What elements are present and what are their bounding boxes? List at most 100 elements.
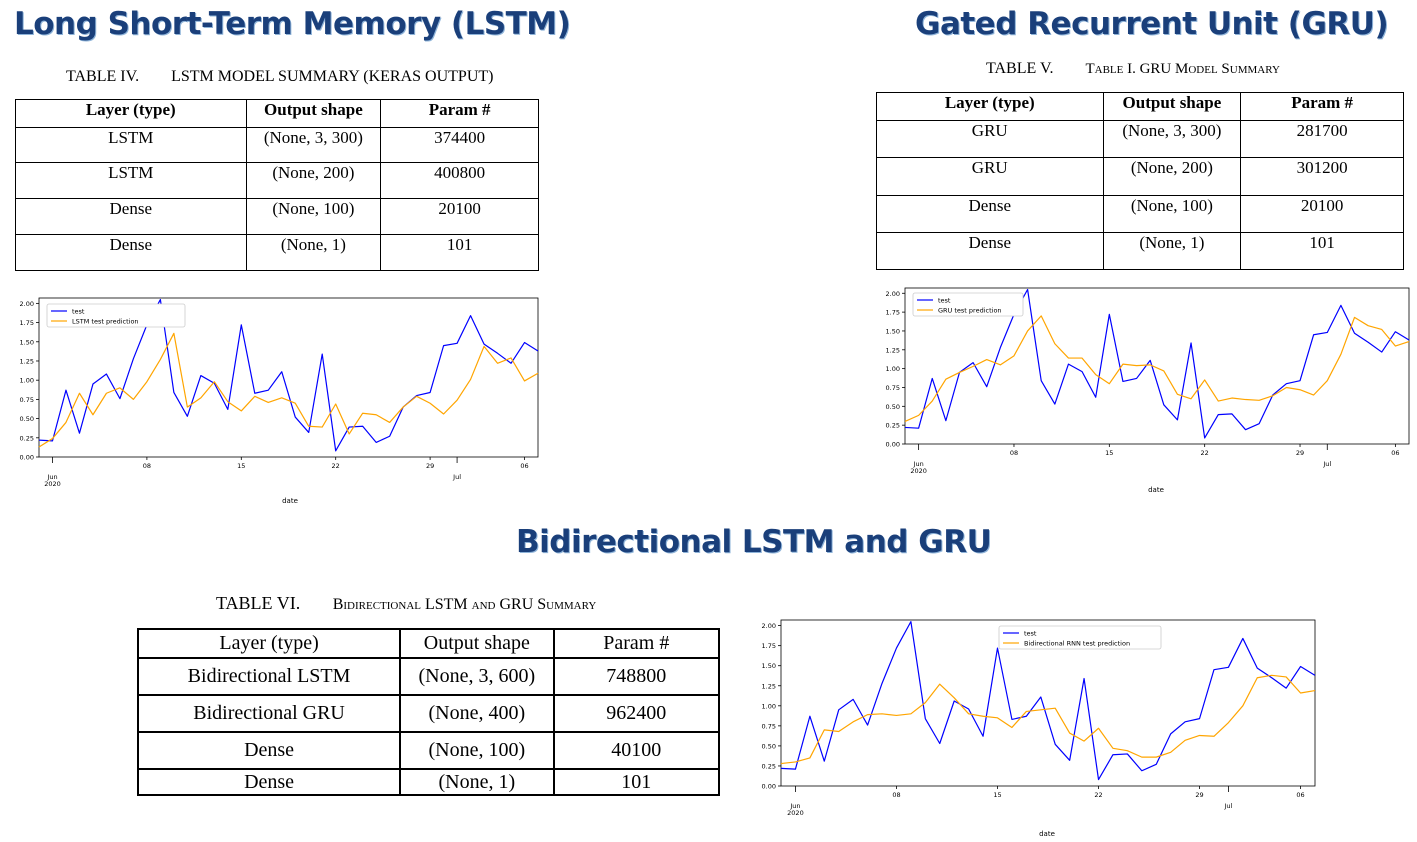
x-tick-label: 22 [1094, 791, 1102, 799]
cell-layer: Dense [136, 768, 402, 796]
legend-box [46, 303, 186, 328]
table-row: GRU (None, 200) 301200 [876, 157, 1404, 196]
table-row: Dense (None, 1) 101 [876, 232, 1404, 270]
caption-text: Bidirectional LSTM and GRU Summary [332, 596, 597, 613]
x-tick-label: 06 [520, 462, 528, 470]
y-tick-label: 0.00 [762, 783, 776, 791]
series-line [780, 674, 1316, 765]
x-tick-label: 29 [1195, 791, 1203, 799]
table-header-row: Layer (type) Output shape Param # [15, 99, 539, 128]
caption-number: TABLE V. [986, 60, 1054, 77]
y-tick-label: 1.50 [886, 327, 900, 335]
cell-layer: GRU [876, 157, 1104, 196]
cell-output: (None, 1) [245, 234, 382, 271]
cell-output: (None, 100) [1102, 195, 1242, 233]
y-tick-label: 2.00 [886, 290, 900, 298]
cell-output: (None, 100) [245, 198, 382, 235]
gru-table-caption: TABLE V. Table I. GRU Model Summary [986, 60, 1280, 78]
y-tick-label: 0.00 [886, 441, 900, 449]
table-header-row: Layer (type) Output shape Param # [136, 628, 721, 659]
header-output: Output shape [245, 99, 382, 128]
cell-output: (None, 3, 600) [399, 657, 555, 696]
header-layer: Layer (type) [15, 99, 247, 128]
chart-legend: test LSTM test prediction [46, 303, 186, 328]
cell-param: 301200 [1240, 157, 1404, 196]
bidirectional-table-caption: TABLE VI. Bidirectional LSTM and GRU Sum… [216, 593, 596, 614]
y-tick-label: 2.00 [762, 622, 776, 630]
x-tick-label: 08 [143, 462, 151, 470]
series-line [38, 298, 539, 452]
x-axis-label: date [1148, 486, 1164, 494]
x-tick-label: 29 [1296, 449, 1304, 457]
cell-layer: LSTM [15, 127, 247, 163]
caption-number: TABLE VI. [216, 593, 301, 613]
cell-param: 101 [1240, 232, 1404, 270]
x-secondary-label: Jun [913, 460, 924, 468]
cell-param: 748800 [552, 657, 721, 696]
y-tick-label: 0.50 [886, 403, 900, 411]
cell-param: 400800 [380, 162, 539, 199]
header-param: Param # [1240, 92, 1404, 121]
header-param: Param # [380, 99, 539, 128]
legend-label: test [1024, 630, 1037, 638]
y-tick-label: 1.75 [886, 309, 900, 317]
series-line [780, 621, 1316, 781]
legend-label: Bidirectional RNN test prediction [1024, 640, 1130, 648]
table-row: Dense (None, 100) 20100 [15, 198, 539, 235]
x-secondary-label: 2020 [910, 467, 927, 475]
series-line [38, 332, 539, 448]
x-tick-label: 08 [892, 791, 900, 799]
legend-label: LSTM test prediction [72, 318, 139, 326]
legend-box [998, 625, 1162, 650]
bidirectional-section-title: Bidirectional LSTM and GRU [516, 524, 992, 560]
cell-param: 101 [552, 768, 721, 796]
gru-section-title: Gated Recurrent Unit (GRU) [915, 6, 1389, 42]
x-secondary-label: Jun [46, 473, 57, 481]
x-tick-label: 15 [993, 791, 1001, 799]
x-tick-label: 15 [237, 462, 245, 470]
cell-layer: Bidirectional LSTM [136, 657, 402, 696]
cell-param: 20100 [1240, 195, 1404, 233]
y-tick-label: 1.00 [886, 365, 900, 373]
x-secondary-label: 2020 [787, 809, 804, 817]
cell-layer: Dense [876, 195, 1104, 233]
y-tick-label: 0.25 [762, 762, 776, 770]
cell-param: 40100 [552, 731, 721, 770]
table-row: Bidirectional GRU (None, 400) 962400 [136, 694, 721, 733]
table-row: GRU (None, 3, 300) 281700 [876, 120, 1404, 158]
header-output: Output shape [399, 628, 555, 659]
bidirectional-summary-table: Layer (type) Output shape Param # Bidire… [136, 628, 721, 796]
y-tick-label: 1.75 [20, 319, 34, 327]
header-param: Param # [552, 628, 721, 659]
cell-param: 962400 [552, 694, 721, 733]
x-tick-label: 29 [426, 462, 434, 470]
x-secondary-label: 2020 [44, 480, 61, 488]
y-tick-label: 0.75 [762, 722, 776, 730]
x-axis-label: date [282, 497, 298, 505]
legend-label: test [72, 308, 85, 316]
legend-label: test [938, 297, 951, 305]
chart-legend: test Bidirectional RNN test prediction [998, 625, 1162, 650]
cell-layer: Dense [15, 198, 247, 235]
header-output: Output shape [1102, 92, 1242, 121]
cell-param: 281700 [1240, 120, 1404, 158]
legend-label: GRU test prediction [938, 307, 1002, 315]
y-tick-label: 2.00 [20, 300, 34, 308]
caption-number: TABLE IV. [66, 68, 140, 85]
cell-layer: Bidirectional GRU [136, 694, 402, 733]
y-tick-label: 0.25 [886, 422, 900, 430]
legend-box [912, 292, 1024, 317]
cell-layer: LSTM [15, 162, 247, 199]
y-tick-label: 0.75 [886, 384, 900, 392]
table-row: Dense (None, 1) 101 [15, 234, 539, 271]
table-row: Dense (None, 100) 20100 [876, 195, 1404, 233]
gru-prediction-chart: 0.00 0.25 0.50 0.75 1.00 1.25 1.50 1.75 2.00 08 15… [886, 287, 1410, 494]
lstm-section-title: Long Short-Term Memory (LSTM) [14, 6, 571, 42]
y-tick-label: 1.00 [20, 377, 34, 385]
x-tick-label: 06 [1296, 791, 1304, 799]
cell-output: (None, 400) [399, 694, 555, 733]
x-tick-label: 15 [1105, 449, 1113, 457]
cell-layer: Dense [136, 731, 402, 770]
x-secondary-label: Jul [1322, 460, 1331, 468]
table-row: LSTM (None, 3, 300) 374400 [15, 127, 539, 163]
